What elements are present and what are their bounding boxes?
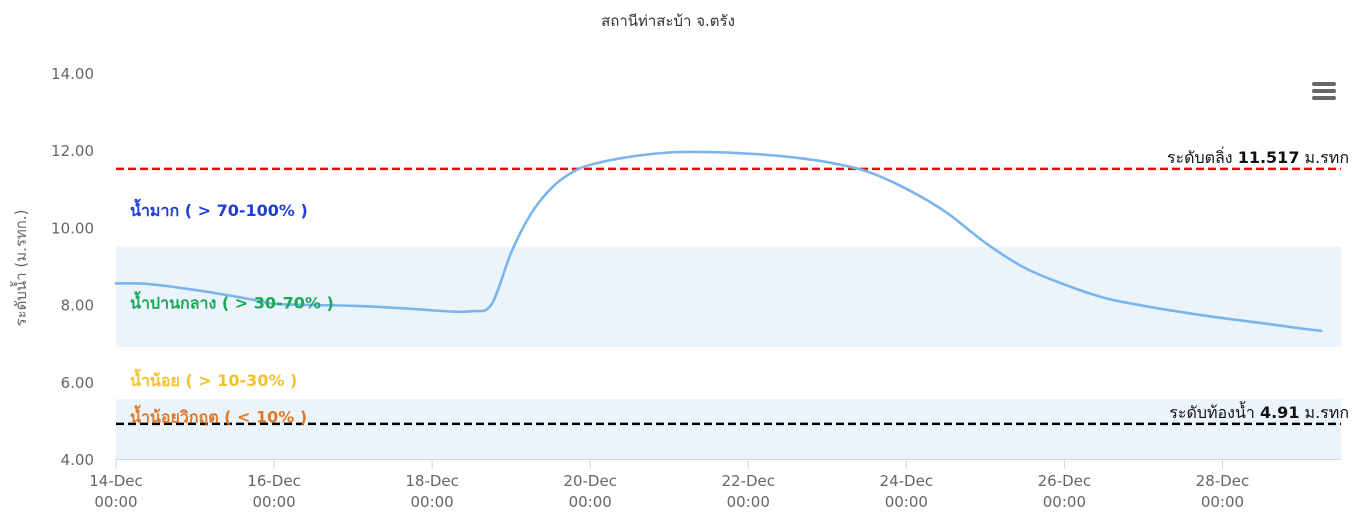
x-tick-label-date: 24-Dec — [880, 472, 934, 490]
y-tick-label: 8.00 — [61, 297, 94, 315]
x-tick-label-time: 00:00 — [94, 493, 137, 511]
zone-annotation-2: น้ำน้อย ( > 10-30% ) — [130, 368, 297, 390]
x-tick-label-date: 26-Dec — [1038, 472, 1092, 490]
plot-band-1 — [116, 399, 1341, 459]
x-tick-label-date: 20-Dec — [563, 472, 617, 490]
reference-label-unit: ม.รทก — [1299, 148, 1349, 167]
y-tick-label: 4.00 — [61, 451, 94, 469]
reference-label-text: ระดับท้องน้ำ — [1169, 401, 1260, 422]
y-tick-label: 10.00 — [51, 219, 94, 237]
water-level-series-line — [114, 150, 1323, 333]
reference-label-unit: ม.รทก — [1299, 403, 1349, 422]
y-tick-label: 6.00 — [61, 374, 94, 392]
reference-label-value: 11.517 — [1238, 148, 1300, 167]
x-tick-label-date: 14-Dec — [89, 472, 143, 490]
hamburger-menu-icon — [1312, 82, 1336, 86]
y-tick-label: 12.00 — [51, 142, 94, 160]
x-tick-label-time: 00:00 — [1043, 493, 1086, 511]
x-tick-label-time: 00:00 — [727, 493, 770, 511]
y-axis-title: ระดับน้ำ (ม.รทก.) — [10, 210, 30, 327]
zone-annotation-0: น้ำมาก ( > 70-100% ) — [130, 198, 308, 220]
x-tick-label-date: 22-Dec — [721, 472, 775, 490]
plot-bands — [116, 246, 1341, 459]
chart-axes: 4.00 6.00 8.00 10.00 12.00 14.00 14-Dec 00:00 16… — [51, 65, 1341, 511]
x-tick-label-time: 00:00 — [1201, 493, 1244, 511]
x-tick-label-date: 28-Dec — [1196, 472, 1250, 490]
hamburger-menu-icon-bar — [1312, 89, 1336, 93]
reference-label-text: ระดับตลิ่ง — [1167, 146, 1238, 167]
x-tick-label-date: 16-Dec — [247, 472, 301, 490]
zone-annotations: น้ำมาก ( > 70-100% ) น้ำปานกลาง ( > 30-70… — [130, 198, 334, 427]
y-tick-label: 14.00 — [51, 65, 94, 83]
zone-annotation-3: น้ำน้อยวิกฤต ( < 10% ) — [130, 405, 307, 427]
reference-line-label-0: ระดับตลิ่ง 11.517 ม.รทก — [1167, 146, 1349, 167]
x-tick-label-time: 00:00 — [885, 493, 928, 511]
reference-label-value: 4.91 — [1260, 403, 1299, 422]
x-tick-label-date: 18-Dec — [405, 472, 459, 490]
chart-title: สถานีท่าสะบ้า จ.ตรัง — [601, 12, 735, 30]
x-tick-label-time: 00:00 — [569, 493, 612, 511]
hamburger-menu-icon-bar — [1312, 96, 1336, 100]
x-tick-label-time: 00:00 — [411, 493, 454, 511]
x-tick-label-time: 00:00 — [252, 493, 295, 511]
series-layer — [114, 150, 1323, 333]
plot-band-0 — [116, 246, 1341, 348]
chart-context-menu-button[interactable] — [1308, 78, 1340, 104]
reference-line-label-1: ระดับท้องน้ำ 4.91 ม.รทก — [1169, 401, 1349, 422]
zone-annotation-1: น้ำปานกลาง ( > 30-70% ) — [130, 291, 334, 313]
